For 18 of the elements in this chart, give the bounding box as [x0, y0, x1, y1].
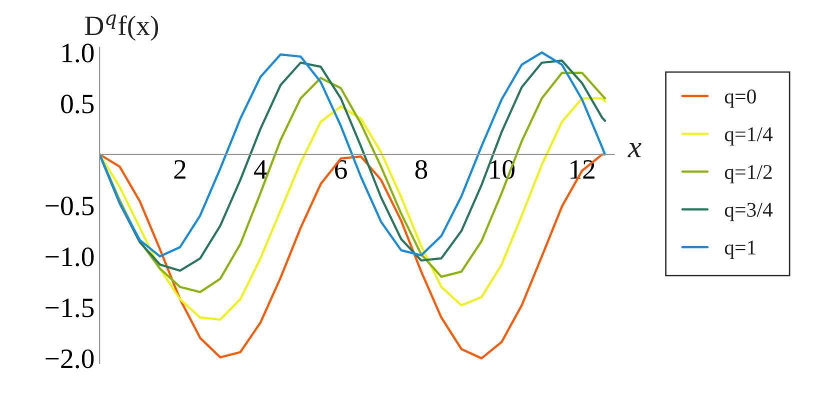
line-series	[100, 97, 606, 321]
y-tick-label: 0.5	[61, 94, 94, 114]
x-tick-label: 4	[254, 160, 267, 179]
y-axis-title: D$^{q}$f(x)	[84, 14, 158, 41]
line-series	[100, 153, 606, 360]
y-tick-label: 1.0	[62, 44, 94, 63]
y-tick-label: −2.0	[46, 349, 94, 368]
x-tick-label: 8	[415, 160, 428, 179]
legend-label: q=1	[724, 240, 756, 259]
legend-label: q=3/4	[724, 202, 773, 222]
legend-label: q=1/2	[724, 165, 772, 184]
y-tick-label: −1.5	[46, 298, 94, 318]
y-tick-label: −1.0	[46, 248, 94, 266]
legend-label: q=0	[724, 89, 756, 108]
x-axis-title: x	[628, 143, 642, 158]
legend-label: q=1/4	[724, 127, 773, 146]
y-tick-label: −0.5	[46, 196, 94, 216]
x-tick-label: 2	[174, 160, 186, 179]
